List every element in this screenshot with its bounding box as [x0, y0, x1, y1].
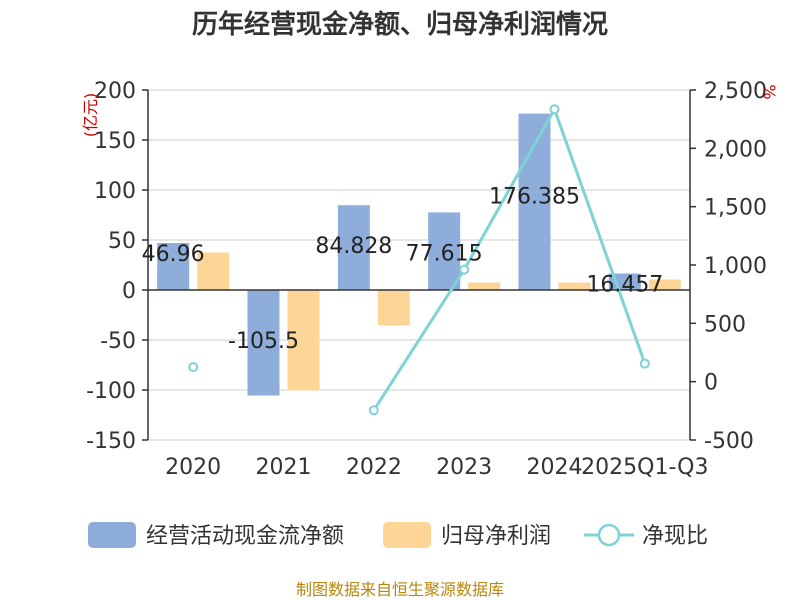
category-label: 2022 [346, 455, 402, 480]
right-tick-label: 2,500 [704, 79, 767, 104]
data-label: 176.385 [489, 185, 580, 210]
left-tick-label: -50 [100, 329, 136, 354]
left-axis-unit: (亿元) [81, 93, 100, 138]
source-note: 制图数据来自恒生聚源数据库 [296, 580, 504, 599]
ratio-point [368, 405, 379, 416]
right-tick-label: 1,500 [704, 196, 767, 221]
right-tick-label: 1,000 [704, 254, 767, 279]
ratio-line-segment [372, 105, 647, 412]
right-tick-label: -500 [704, 429, 754, 454]
ratio-point [459, 264, 470, 275]
legend-swatch [383, 522, 431, 548]
bar-netprofit [558, 282, 591, 290]
right-tick-label: 0 [704, 371, 718, 396]
ratio-point [188, 362, 199, 373]
left-tick-label: 0 [122, 279, 136, 304]
bar-netprofit [648, 279, 681, 290]
left-tick-label: 200 [94, 79, 136, 104]
bar-netprofit [197, 252, 230, 290]
category-label: 2024 [527, 455, 583, 480]
data-label: 84.828 [315, 234, 392, 259]
ratio-line [188, 104, 650, 416]
left-tick-label: -100 [86, 379, 136, 404]
category-label: 2023 [436, 455, 492, 480]
data-label: 16.457 [586, 273, 663, 298]
left-tick-label: 150 [94, 129, 136, 154]
legend-label: 归母净利润 [441, 524, 551, 549]
bar-netprofit [287, 290, 320, 391]
right-tick-label: 2,000 [704, 137, 767, 162]
data-label: 46.96 [142, 242, 205, 267]
left-tick-label: 50 [108, 229, 136, 254]
bars [157, 113, 681, 396]
bar-cashflow [157, 243, 190, 290]
right-axis-unit: % [760, 84, 779, 99]
left-tick-label: 100 [94, 179, 136, 204]
axes: -150-100-50050100150200-50005001,0001,50… [86, 79, 767, 480]
category-label: 2025Q1-Q3 [581, 455, 708, 480]
ratio-point [549, 104, 560, 115]
chart-title: 历年经营现金净额、归母净利润情况 [192, 9, 608, 40]
bar-netprofit [377, 290, 410, 326]
legend: 经营活动现金流净额 归母净利润 净现比 [88, 522, 708, 549]
category-label: 2021 [256, 455, 312, 480]
data-labels: 46.96 -105.5 84.828 77.615 176.385 16.457 [142, 185, 664, 354]
category-label: 2020 [165, 455, 221, 480]
ratio-point [639, 358, 650, 369]
right-tick-label: 500 [704, 312, 746, 337]
left-tick-label: -150 [86, 429, 136, 454]
bar-netprofit [468, 282, 501, 290]
legend-label: 净现比 [642, 524, 708, 549]
data-label: -105.5 [228, 329, 299, 354]
legend-swatch-marker [597, 523, 621, 547]
data-label: 77.615 [406, 241, 483, 266]
bar-cashflow [428, 212, 461, 290]
bar-cashflow [247, 290, 280, 396]
legend-label: 经营活动现金流净额 [146, 524, 344, 549]
bar-cashflow [337, 205, 370, 290]
legend-swatch [88, 522, 136, 548]
